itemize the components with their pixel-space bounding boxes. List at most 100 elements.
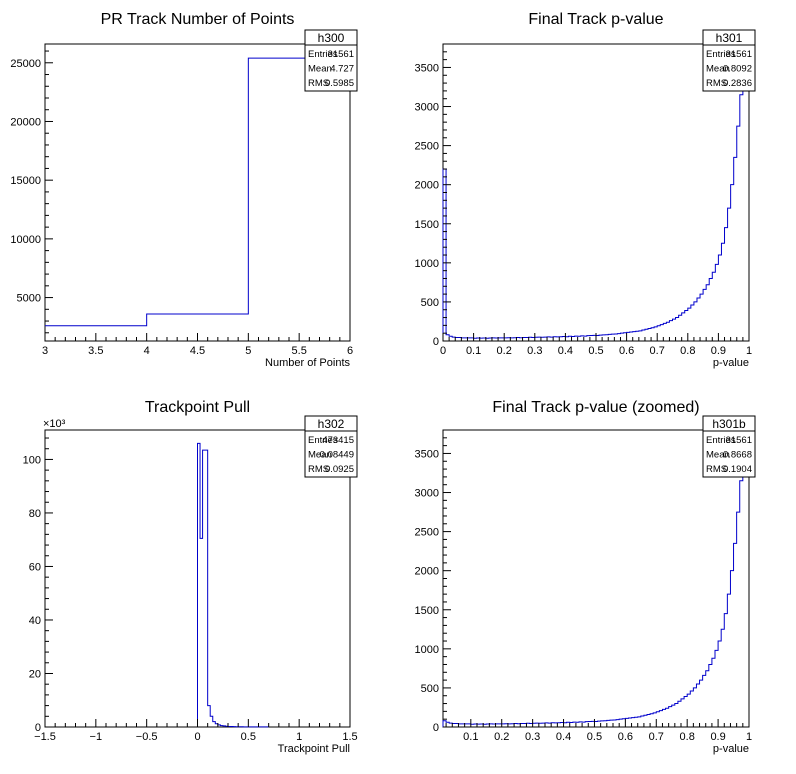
x-tick-label: 0.7 <box>650 345 665 357</box>
stats-value: 0.2836 <box>723 78 752 89</box>
y-tick-label: 2000 <box>415 180 439 192</box>
x-tick-label: 0 <box>440 345 446 357</box>
y-tick-label: 1000 <box>415 258 439 270</box>
stats-box-frame <box>304 415 358 478</box>
x-tick-label: 0.8 <box>680 345 695 357</box>
x-tick-label: 1 <box>746 345 752 357</box>
stats-box-frame <box>702 415 756 478</box>
stats-value: 0.08449 <box>320 450 354 461</box>
y-tick-label: 3000 <box>415 102 439 114</box>
x-tick-label: 0.9 <box>711 345 726 357</box>
x-tick-label: 4.5 <box>190 345 205 357</box>
stats-label: RMS <box>706 78 727 89</box>
x-tick-label: 4 <box>144 345 150 357</box>
x-tick-label: 0.1 <box>466 345 481 357</box>
panel-h300: PR Track Number of Points 3 3.5 4 4.5 5 5.5 6 50… <box>10 11 358 369</box>
x-tick-label: 0.4 <box>556 731 571 743</box>
stats-label: RMS <box>706 464 727 475</box>
x-tick-label: 0.6 <box>618 731 633 743</box>
histogram-line <box>442 468 749 727</box>
y-tick-label: 15000 <box>10 175 41 187</box>
y-tick-label: 3500 <box>415 62 439 74</box>
y-tick-label: 0 <box>433 336 439 348</box>
x-tick-label: 0.3 <box>527 345 542 357</box>
x-tick-label: −0.5 <box>136 731 158 743</box>
y-tick-label: 2500 <box>415 141 439 153</box>
stats-value: 31561 <box>726 435 752 446</box>
stats-name: h300 <box>318 31 345 45</box>
stats-label: Entries <box>308 49 338 60</box>
histogram-line <box>45 57 350 327</box>
stats-value: 0.8092 <box>723 64 752 75</box>
x-tick-label: −1.5 <box>34 731 56 743</box>
x-tick-label: 0.8 <box>680 731 695 743</box>
y-tick-label: 2000 <box>415 566 439 578</box>
stats-value: 0.1904 <box>723 464 752 475</box>
stats-box-frame <box>304 29 358 92</box>
stats-name: h302 <box>318 417 345 431</box>
x-tick-label: 0.9 <box>710 731 725 743</box>
x-tick-label: 0.3 <box>525 731 540 743</box>
stats-box-frame <box>702 29 756 92</box>
panel-h301: Final Track p-value 0 0.1 0.2 0.3 0.4 0.5 0.6 0.… <box>415 11 756 369</box>
x-tick-label: 0.2 <box>497 345 512 357</box>
stats-label: Entries <box>706 435 736 446</box>
y-tick-label: 1500 <box>415 605 439 617</box>
x-axis-label: Trackpoint Pull <box>278 743 350 755</box>
y-tick-label: 0 <box>35 722 41 734</box>
y-tick-label: 80 <box>29 508 41 520</box>
stats-value: 31561 <box>726 49 752 60</box>
x-tick-label: 0.2 <box>494 731 509 743</box>
y-tick-label: 40 <box>29 615 41 627</box>
y-tick-label: 2500 <box>415 527 439 539</box>
stats-value: 31561 <box>328 49 354 60</box>
chart-title: Trackpoint Pull <box>145 399 250 416</box>
y-tick-label: 10000 <box>10 234 41 246</box>
stats-value: 473415 <box>322 435 354 446</box>
x-tick-label: 0.1 <box>463 731 478 743</box>
panel-h301b: Final Track p-value (zoomed) 0.1 0.2 0.3 0.4… <box>415 399 756 755</box>
x-tick-label: 1 <box>746 731 752 743</box>
y-tick-label: 60 <box>29 561 41 573</box>
plot-frame <box>44 43 351 342</box>
x-tick-label: 6 <box>347 345 353 357</box>
stats-label: Mean <box>706 450 730 461</box>
stats-value: 0.0925 <box>325 464 354 475</box>
stats-label: Mean <box>308 450 332 461</box>
y-tick-label: 1500 <box>415 219 439 231</box>
stats-value: 4.727 <box>330 64 354 75</box>
x-tick-label: 1.5 <box>342 731 357 743</box>
x-tick-label: 5 <box>245 345 251 357</box>
y-tick-label: 100 <box>23 454 41 466</box>
x-axis-label: p-value <box>713 357 749 369</box>
x-axis-label: Number of Points <box>265 357 350 369</box>
y-multiplier-label: ×10³ <box>43 418 66 430</box>
x-tick-label: 0.6 <box>619 345 634 357</box>
x-tick-label: 5.5 <box>292 345 307 357</box>
stats-label: Entries <box>706 49 736 60</box>
x-tick-label: 3 <box>42 345 48 357</box>
stats-label: RMS <box>308 78 329 89</box>
chart-title: Final Track p-value <box>528 11 663 28</box>
x-tick-label: 1 <box>296 731 302 743</box>
y-tick-label: 500 <box>421 683 439 695</box>
y-tick-label: 3500 <box>415 448 439 460</box>
x-tick-label: 0.5 <box>588 345 603 357</box>
stats-value: 0.8668 <box>723 450 752 461</box>
stats-name: h301 <box>716 31 743 45</box>
chart-title: PR Track Number of Points <box>101 11 295 28</box>
chart-title: Final Track p-value (zoomed) <box>492 399 699 416</box>
y-tick-label: 20000 <box>10 116 41 128</box>
x-tick-label: 0.5 <box>241 731 256 743</box>
x-tick-label: 0.7 <box>649 731 664 743</box>
stats-value: 0.5985 <box>325 78 354 89</box>
x-tick-label: 0.5 <box>587 731 602 743</box>
y-tick-label: 3000 <box>415 488 439 500</box>
x-tick-label: 3.5 <box>88 345 103 357</box>
histogram-line <box>442 82 749 341</box>
